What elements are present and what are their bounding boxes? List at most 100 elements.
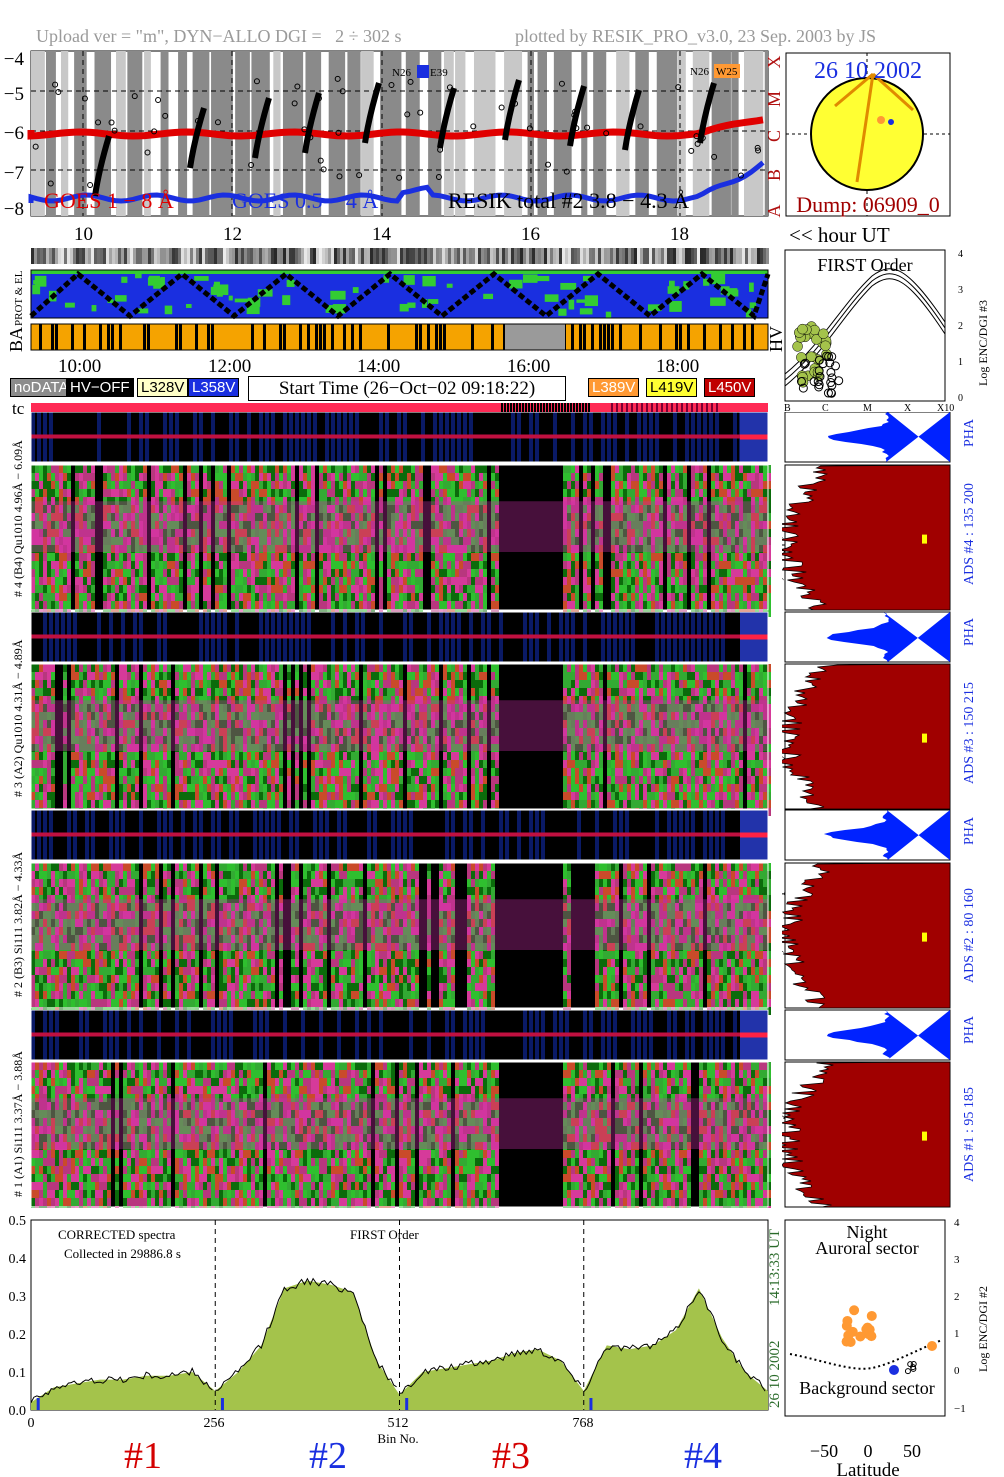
tc-strip	[31, 403, 768, 412]
lat-ylabel: Log ENC/DGI #2	[976, 1286, 990, 1372]
fo-ytick-4: 4	[958, 249, 963, 260]
label-ba: BA	[6, 327, 26, 352]
spec-ytick-2: 0.2	[9, 1328, 27, 1343]
lat-ytick-1: 1	[954, 1328, 960, 1340]
prot-el-strip	[31, 248, 769, 264]
prot-green-fill	[31, 270, 768, 319]
goes-05-4-series	[28, 160, 765, 204]
line-label-1: K XVIIIw, Ar Lya	[782, 1107, 785, 1202]
lat-ytick-2: 2	[954, 1291, 960, 1303]
goes-ytick-2: −6	[4, 123, 24, 144]
lat-xtick-50: 50	[903, 1441, 921, 1461]
class-b: B	[764, 169, 784, 181]
channel-label-1: # 1 (A1) Si111 3.37Å − 3.88Å	[11, 1051, 25, 1197]
spec-ytick-5: 0.5	[9, 1214, 27, 1229]
legend-l389v: L389V	[588, 378, 640, 397]
pha-label-3: PHA	[962, 617, 977, 646]
fo-xtick-m: M	[863, 403, 872, 412]
latitude-frame	[784, 1219, 946, 1417]
orbit-tick-10: 10:00	[58, 356, 102, 377]
spec-xtick-512: 512	[388, 1416, 409, 1431]
tc-label: tc	[12, 399, 25, 418]
channel-label-3: #3	[492, 1435, 530, 1477]
pha-label-4: PHA	[962, 418, 977, 447]
ads-label-2: ADS #2 : 80 160	[962, 888, 977, 983]
first-order-panel: FIRST Order 0 1 2 3 4 B C M X X10 Log EN…	[784, 249, 990, 412]
time-tick-14: 14	[372, 224, 391, 245]
channel-label-3: # 3 (A2) Qu1010 4.31Å − 4.89Å	[11, 639, 25, 797]
sun-date: 26 10 2002	[814, 58, 922, 84]
header-right: plotted by RESIK_PRO_v3.0, 23 Sep. 2003 …	[515, 26, 877, 46]
region-b-box-label: W25	[716, 66, 738, 78]
legend-l358v: L358V	[188, 378, 240, 397]
channel-label-2: # 2 (B3) Si111 3.82Å − 4.33Å	[11, 851, 25, 997]
spectrum-panel: 0.0 0.1 0.2 0.3 0.4 0.5 CORRECTED spectra Col…	[9, 1214, 784, 1477]
label-resik: RESIK total #2 3.8 − 4.3 Å	[448, 188, 689, 213]
channel-label-4: # 4 (B4) Qu1010 4.96Å − 6.09Å	[11, 440, 25, 597]
spectrum-dividers	[214, 1220, 585, 1410]
ads-label-3: ADS #3 : 150 215	[962, 682, 977, 784]
lat-bottom: Background sector	[799, 1378, 934, 1398]
orbit-tick-18: 18:00	[656, 356, 700, 377]
goes-ytick-1: −5	[4, 84, 24, 105]
orbit-tick-14: 14:00	[357, 356, 401, 377]
region-a-box	[417, 65, 429, 78]
label-goes05: GOES 0.5 − 4 Å	[232, 188, 378, 213]
spec-xtick-256: 256	[204, 1416, 225, 1431]
goes-1-8-series	[27, 116, 764, 140]
orbit-time-axis: 10:00 12:00 14:00 16:00 18:00	[0, 356, 785, 378]
spectrum-note1: CORRECTED spectra	[58, 1227, 176, 1242]
orbit-zigzag	[29, 270, 771, 321]
fo-ylabel: Log ENC/DGI #3	[976, 300, 990, 386]
class-m: M	[764, 91, 784, 107]
channel-label-4: #4	[684, 1435, 722, 1477]
ba-strip	[30, 323, 769, 351]
region-a-box-label: E39	[430, 67, 448, 79]
legend-l450v: L450V	[704, 378, 756, 397]
goes-panel: −4 −5 −6 −7 −8 X M C B A N26 E39 N26 W25…	[4, 49, 784, 220]
lat-xlabel: Latitude	[836, 1460, 899, 1477]
spec-xtick-0: 0	[28, 1416, 35, 1431]
spec-ytick-4: 0.4	[9, 1252, 27, 1267]
header-left: Upload ver = "m", DYN−ALLO DGI = 2 ÷ 302…	[36, 26, 402, 46]
first-order-title: FIRST Order	[817, 255, 912, 275]
spectrum-side-time: 14:13:33 UT	[767, 1229, 783, 1306]
time-tick-16: 16	[521, 224, 540, 245]
orbit-tick-16: 16:00	[507, 356, 551, 377]
legend-nodata: noDATA	[10, 378, 73, 397]
sun-disk	[810, 77, 924, 191]
region-b: N26	[690, 66, 709, 78]
ads-label-4: ADS #4 : 135 200	[962, 483, 977, 585]
orbit-tick-12: 12:00	[208, 356, 252, 377]
resik-total-series	[32, 75, 762, 197]
lat-xtick-m50: −50	[810, 1441, 838, 1461]
fo-xtick-c: C	[822, 403, 829, 412]
spectrum-series-2	[215, 1280, 400, 1410]
lat-ytick-m1: −1	[954, 1403, 966, 1415]
legend-l328v: L328V	[137, 378, 189, 397]
label-prot: PROT & EL	[13, 270, 25, 326]
legend-start-time: Start Time (26−Oct−02 09:18:22)	[248, 376, 566, 401]
lat-title1: Night	[846, 1222, 887, 1242]
spectrum-area	[30, 1277, 768, 1410]
fo-xtick-x: X	[904, 403, 912, 412]
spec-xtick-768: 768	[573, 1416, 594, 1431]
lat-title2: Auroral sector	[815, 1238, 918, 1258]
fo-ytick-2: 2	[958, 321, 963, 332]
spectrum-series-1	[31, 1372, 216, 1410]
first-order-points	[792, 321, 844, 398]
sun-panel: 26 10 2002 Dump: 06909_0	[785, 52, 951, 217]
channel-heatmaps: # 4 (B4) Qu1010 4.96Å − 6.09Å # 3 (A2) Qu…	[11, 412, 771, 1208]
channel-side-histograms: ADS #4 : 135 200 PHA SXV, Si Lyβ, SXIII ADS…	[782, 412, 977, 1208]
region-a: N26	[392, 67, 411, 79]
channel-label-1: #1	[124, 1435, 162, 1477]
spec-ytick-3: 0.3	[9, 1290, 27, 1305]
fo-ytick-1: 1	[958, 357, 963, 368]
fo-xtick-b: B	[784, 403, 791, 412]
spec-ytick-1: 0.1	[9, 1366, 27, 1381]
time-tick-10: 10	[74, 224, 93, 245]
active-region-dot	[877, 116, 885, 124]
time-axis-top: 10 12 14 16 18 << hour UT	[0, 223, 1004, 248]
line-label-2: ArXVIIw, SXV1s−np	[782, 889, 785, 1003]
spectrum-series-4	[583, 1288, 768, 1410]
